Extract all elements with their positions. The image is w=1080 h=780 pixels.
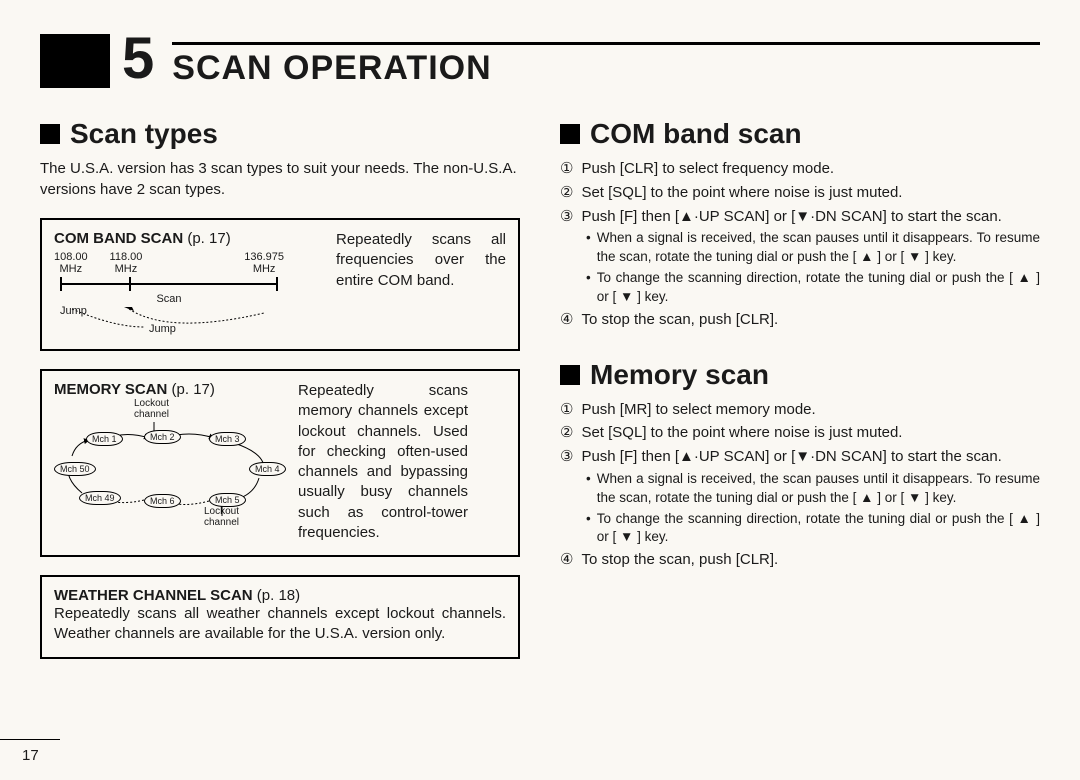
- page-number-rule: [0, 739, 60, 740]
- freq-1-mhz: 118.00: [110, 251, 143, 263]
- com-band-scan-heading-text: COM band scan: [590, 118, 802, 150]
- chapter-header: 5 SCAN OPERATION: [40, 30, 1040, 88]
- freq-2: 136.975 MHz: [244, 251, 284, 275]
- mch-node: Mch 5: [209, 493, 246, 507]
- step-num: ①: [560, 158, 573, 180]
- com-band-scan-heading: COM band scan: [560, 118, 1040, 150]
- bullet-icon: •: [586, 510, 591, 548]
- chapter-rule: [172, 42, 1040, 45]
- step-text: Set [SQL] to the point where noise is ju…: [581, 182, 902, 204]
- mch-node: Mch 3: [209, 432, 246, 446]
- step-num: ②: [560, 182, 573, 204]
- bullet-icon: •: [586, 229, 591, 267]
- memory-box-pageref: (p. 17): [172, 381, 215, 398]
- header-black-block: [40, 34, 110, 88]
- substep-text: To change the scanning direction, rotate…: [597, 510, 1040, 548]
- step-num: ③: [560, 206, 573, 228]
- memory-scan-heading-text: Memory scan: [590, 359, 769, 391]
- square-bullet-icon: [560, 365, 580, 385]
- com-band-box-pageref: (p. 17): [187, 230, 230, 247]
- jump-label-1: Jump: [60, 305, 87, 317]
- step-text: To stop the scan, push [CLR].: [581, 309, 778, 331]
- bullet-icon: •: [586, 470, 591, 508]
- mch-node: Mch 1: [86, 432, 123, 446]
- com-band-diagram: 108.00 MHz 118.00 MHz 136.975 MHz: [54, 251, 284, 337]
- com-band-scan-box: COM BAND SCAN (p. 17) 108.00 MHz 118.00 …: [40, 218, 520, 351]
- memory-scan-diagram: Lockoutchannel Lockoutchannel: [54, 398, 284, 528]
- step-text: Push [F] then [▲·UP SCAN] or [▼·DN SCAN]…: [581, 206, 1001, 228]
- mch-node: Mch 6: [144, 494, 181, 508]
- scan-types-heading-text: Scan types: [70, 118, 218, 150]
- jump-arcs: Jump Jump: [54, 307, 284, 337]
- freq-0-unit: MHz: [60, 263, 83, 275]
- weather-box-desc: Repeatedly scans all weather channels ex…: [54, 604, 506, 645]
- substep-text: To change the scanning direction, rotate…: [597, 269, 1040, 307]
- step-text: To stop the scan, push [CLR].: [581, 549, 778, 571]
- memory-box-desc: Repeatedly scans memory channels except …: [298, 381, 468, 543]
- step-num: ②: [560, 422, 573, 444]
- memory-scan-steps: ① Push [MR] to select memory mode. ② Set […: [560, 399, 1040, 572]
- com-band-scan-steps: ① Push [CLR] to select frequency mode. ②S…: [560, 158, 1040, 331]
- left-column: Scan types The U.S.A. version has 3 scan…: [40, 118, 520, 677]
- weather-scan-box: WEATHER CHANNEL SCAN (p. 18) Repeatedly …: [40, 575, 520, 659]
- memory-box-title: MEMORY SCAN: [54, 381, 167, 398]
- com-band-box-desc: Repeatedly scans all frequencies over th…: [336, 230, 506, 291]
- freq-0-mhz: 108.00: [54, 251, 88, 263]
- scan-types-heading: Scan types: [40, 118, 520, 150]
- weather-box-title: WEATHER CHANNEL SCAN: [54, 587, 253, 604]
- step-num: ④: [560, 309, 573, 331]
- step-text: Push [MR] to select memory mode.: [581, 399, 815, 421]
- freq-2-mhz: 136.975: [244, 251, 284, 263]
- mch-node: Mch 2: [144, 430, 181, 444]
- step-text: Push [CLR] to select frequency mode.: [581, 158, 834, 180]
- freq-1-unit: MHz: [115, 263, 138, 275]
- freq-1: 118.00 MHz: [110, 251, 143, 275]
- mch-node: Mch 50: [54, 462, 96, 476]
- memory-scan-box: MEMORY SCAN (p. 17) Lockoutchannel Locko…: [40, 369, 520, 557]
- step-num: ③: [560, 446, 573, 468]
- square-bullet-icon: [40, 124, 60, 144]
- freq-0: 108.00 MHz: [54, 251, 88, 275]
- scan-label: Scan: [54, 293, 284, 305]
- step-num: ④: [560, 549, 573, 571]
- jump-label-2: Jump: [149, 323, 176, 335]
- mch-node: Mch 49: [79, 491, 121, 505]
- scan-types-intro: The U.S.A. version has 3 scan types to s…: [40, 158, 520, 200]
- right-column: COM band scan ① Push [CLR] to select freq…: [560, 118, 1040, 677]
- step-text: Push [F] then [▲·UP SCAN] or [▼·DN SCAN]…: [581, 446, 1001, 468]
- com-band-box-title: COM BAND SCAN: [54, 230, 183, 247]
- substep-text: When a signal is received, the scan paus…: [597, 229, 1040, 267]
- chapter-number: 5: [122, 30, 154, 88]
- weather-box-pageref: (p. 18): [257, 587, 300, 604]
- bullet-icon: •: [586, 269, 591, 307]
- freq-2-unit: MHz: [253, 263, 276, 275]
- memory-scan-heading: Memory scan: [560, 359, 1040, 391]
- step-text: Set [SQL] to the point where noise is ju…: [581, 422, 902, 444]
- substep-text: When a signal is received, the scan paus…: [597, 470, 1040, 508]
- chapter-title-wrap: SCAN OPERATION: [172, 42, 1040, 88]
- chapter-title: SCAN OPERATION: [172, 49, 1040, 88]
- square-bullet-icon: [560, 124, 580, 144]
- page-number: 17: [22, 747, 39, 764]
- mch-node: Mch 4: [249, 462, 286, 476]
- step-num: ①: [560, 399, 573, 421]
- frequency-axis: [54, 277, 284, 291]
